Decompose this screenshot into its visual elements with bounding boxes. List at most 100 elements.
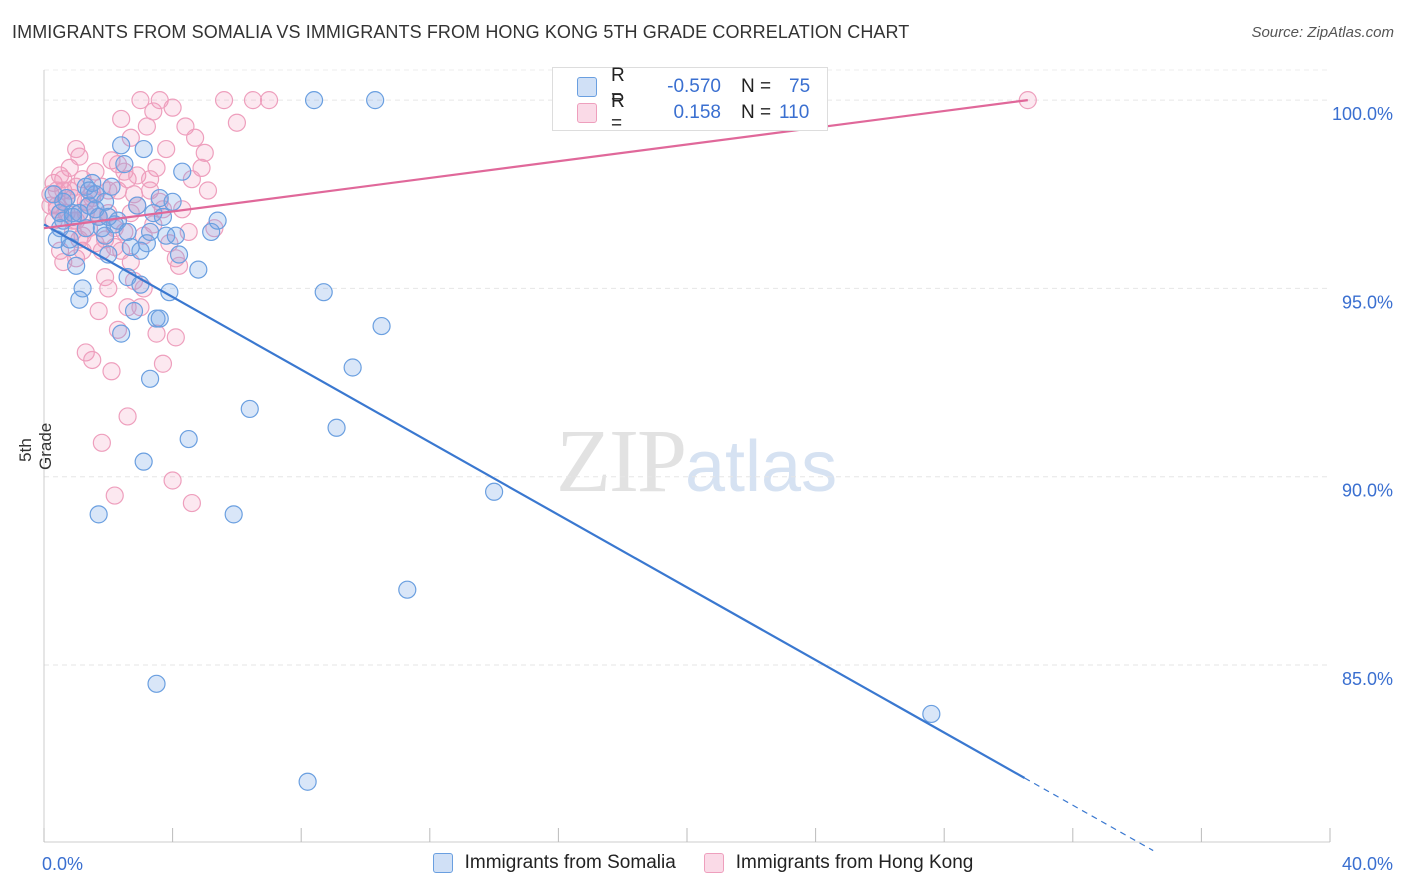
somalia-point <box>134 139 153 159</box>
r-label: R = <box>611 91 625 134</box>
hongkong-point <box>182 493 201 513</box>
legend-item-somalia: Immigrants from Somalia <box>432 852 676 874</box>
hongkong-point <box>137 117 156 136</box>
hongkong-point <box>198 181 218 200</box>
hongkong-point <box>147 324 166 343</box>
hongkong-point <box>102 362 121 381</box>
legend-label-somalia: Immigrants from Somalia <box>464 852 676 873</box>
x-tick-label: 40.0% <box>1342 854 1393 874</box>
hongkong-point <box>195 143 214 162</box>
hongkong-point <box>147 158 166 178</box>
hongkong-point <box>140 170 160 189</box>
hongkong-trendline <box>43 99 1028 230</box>
hongkong-point <box>182 170 201 189</box>
somalia-point <box>134 452 153 471</box>
somalia-point <box>147 674 166 693</box>
hongkong-point <box>214 91 234 110</box>
hongkong-point <box>118 407 137 426</box>
somalia-point <box>314 283 333 302</box>
r-label: R = <box>611 65 625 108</box>
somalia-point <box>112 324 131 343</box>
hongkong-legend-swatch <box>703 853 724 873</box>
hongkong-point <box>95 268 115 287</box>
somalia-point <box>124 301 144 321</box>
hongkong-point <box>92 433 111 452</box>
legend-label-hongkong: Immigrants from Hong Kong <box>735 852 974 873</box>
hongkong-point <box>67 139 86 159</box>
stats-row-somalia: R = -0.570 N = 75 <box>577 65 811 108</box>
hongkong-point <box>144 102 163 121</box>
hongkong-point <box>99 279 118 298</box>
hongkong-point <box>89 301 108 321</box>
hongkong-point <box>115 162 134 181</box>
stats-legend: R = -0.570 N = 75 R = 0.158 N = 110 <box>552 65 828 134</box>
n-label: N = <box>741 102 772 123</box>
somalia-point <box>166 226 185 245</box>
somalia-point <box>179 429 198 449</box>
somalia-point <box>398 580 417 599</box>
somalia-point <box>922 704 941 724</box>
somalia-point <box>89 505 108 524</box>
somalia-point <box>169 245 189 264</box>
somalia-point <box>157 226 176 245</box>
hongkong-point <box>157 139 176 159</box>
hongkong-point <box>227 113 246 132</box>
stats-row-hongkong: R = 0.158 N = 110 <box>577 91 810 134</box>
somalia-point <box>173 162 192 181</box>
y-tick-label: 100.0% <box>1332 104 1393 124</box>
somalia-point <box>131 241 150 260</box>
somalia-point <box>102 177 121 196</box>
hongkong-point <box>112 109 131 129</box>
somalia-point <box>99 207 118 226</box>
somalia-point <box>208 211 227 230</box>
somalia-point <box>73 279 92 298</box>
y-axis-label: 5th Grade <box>16 422 55 470</box>
somalia-point <box>67 256 86 275</box>
n-value: 110 <box>779 102 810 123</box>
somalia-point <box>189 260 208 279</box>
hongkong-point <box>108 155 128 174</box>
y-tick-label: 95.0% <box>1342 292 1393 312</box>
somalia-point <box>327 418 346 437</box>
hongkong-point <box>83 350 102 370</box>
somalia-point <box>372 316 391 336</box>
hongkong-point <box>243 91 263 110</box>
somalia-point <box>54 192 73 211</box>
n-label: N = <box>741 76 772 97</box>
hongkong-point <box>54 170 73 189</box>
hongkong-point <box>105 486 124 505</box>
hongkong-point <box>86 162 105 181</box>
hongkong-point <box>259 91 279 110</box>
r-value: -0.570 <box>667 76 721 97</box>
y-tick-label: 90.0% <box>1342 481 1393 501</box>
somalia-legend-swatch <box>432 853 453 873</box>
hongkong-swatch <box>577 103 597 123</box>
n-value: 75 <box>789 76 811 97</box>
somalia-point <box>163 192 182 211</box>
somalia-point <box>140 369 160 388</box>
hongkong-point <box>131 91 150 110</box>
somalia-point <box>150 309 169 328</box>
hongkong-point <box>166 328 185 347</box>
y-tick-label: 85.0% <box>1342 669 1393 689</box>
series-legend: Immigrants from Somalia Immigrants from … <box>0 852 1406 874</box>
somalia-point <box>298 772 317 791</box>
somalia-trendline-extension <box>1024 777 1154 852</box>
somalia-point <box>115 155 134 174</box>
hongkong-point <box>121 128 140 147</box>
chart-title: IMMIGRANTS FROM SOMALIA VS IMMIGRANTS FR… <box>12 22 910 42</box>
somalia-swatch <box>577 77 597 97</box>
somalia-point <box>366 91 385 110</box>
watermark-zip: ZIP <box>556 412 687 511</box>
somalia-point <box>95 192 115 211</box>
somalia-point <box>202 222 221 242</box>
hongkong-point <box>124 185 144 204</box>
somalia-point <box>70 204 89 223</box>
somalia-point <box>240 399 259 419</box>
hongkong-point <box>163 471 182 490</box>
somalia-point <box>140 222 160 242</box>
legend-item-hongkong: Immigrants from Hong Kong <box>703 852 974 874</box>
somalia-point <box>137 234 156 253</box>
watermark-atlas: atlas <box>685 427 838 507</box>
